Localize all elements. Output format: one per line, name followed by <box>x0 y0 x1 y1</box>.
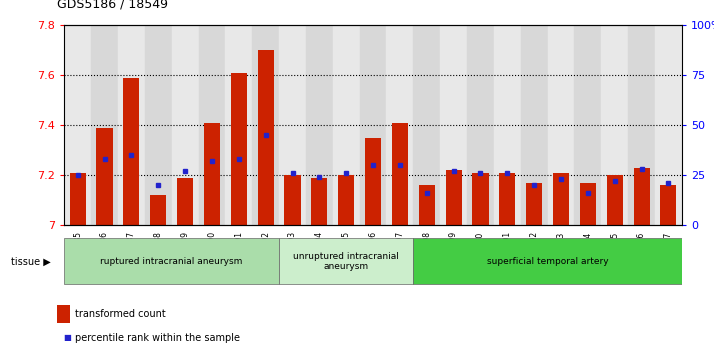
Bar <box>446 170 462 225</box>
Bar <box>365 138 381 225</box>
Bar <box>177 178 193 225</box>
FancyBboxPatch shape <box>279 238 413 284</box>
Bar <box>231 73 247 225</box>
Bar <box>91 25 118 225</box>
Text: GDS5186 / 18549: GDS5186 / 18549 <box>57 0 168 11</box>
Bar <box>150 195 166 225</box>
Bar <box>526 183 542 225</box>
Bar <box>441 25 467 225</box>
Text: percentile rank within the sample: percentile rank within the sample <box>75 333 240 343</box>
Bar <box>660 185 676 225</box>
Bar <box>655 25 682 225</box>
Bar <box>392 123 408 225</box>
Bar <box>252 25 279 225</box>
Text: transformed count: transformed count <box>75 309 166 319</box>
Bar <box>601 25 628 225</box>
Bar <box>633 168 650 225</box>
Bar <box>338 175 354 225</box>
Bar <box>124 78 139 225</box>
Bar <box>548 25 575 225</box>
Bar <box>198 25 226 225</box>
Bar <box>306 25 333 225</box>
Text: ■: ■ <box>64 333 71 342</box>
Bar <box>413 25 441 225</box>
Bar <box>64 25 91 225</box>
Bar <box>333 25 360 225</box>
Bar <box>96 128 113 225</box>
Bar <box>70 173 86 225</box>
Bar <box>360 25 386 225</box>
Bar <box>553 173 569 225</box>
Text: ruptured intracranial aneurysm: ruptured intracranial aneurysm <box>101 257 243 266</box>
Bar <box>279 25 306 225</box>
Text: superficial temporal artery: superficial temporal artery <box>487 257 608 266</box>
Bar <box>494 25 521 225</box>
Bar <box>473 173 488 225</box>
Bar <box>607 175 623 225</box>
Bar <box>118 25 145 225</box>
Bar <box>386 25 413 225</box>
Bar <box>311 178 328 225</box>
FancyBboxPatch shape <box>413 238 682 284</box>
Bar <box>467 25 494 225</box>
Bar <box>145 25 171 225</box>
Bar <box>575 25 601 225</box>
Text: tissue ▶: tissue ▶ <box>11 256 51 266</box>
Text: unruptured intracranial
aneurysm: unruptured intracranial aneurysm <box>293 252 399 271</box>
Bar <box>521 25 548 225</box>
Bar <box>284 175 301 225</box>
Bar <box>226 25 252 225</box>
Bar <box>258 50 273 225</box>
Bar <box>628 25 655 225</box>
Bar <box>499 173 516 225</box>
Bar <box>204 123 220 225</box>
Bar <box>580 183 596 225</box>
Bar <box>418 185 435 225</box>
FancyBboxPatch shape <box>64 238 279 284</box>
Bar <box>171 25 198 225</box>
